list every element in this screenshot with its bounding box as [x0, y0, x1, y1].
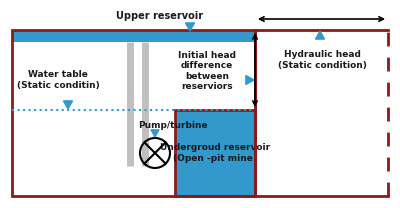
Polygon shape [64, 101, 72, 109]
Bar [12, 30, 255, 196]
Polygon shape [186, 23, 194, 31]
Bar [12, 30, 255, 42]
Text: Hydraulic head
(Static condition): Hydraulic head (Static condition) [278, 50, 366, 70]
Polygon shape [246, 76, 254, 84]
Text: Initial head
difference
between
reserviors: Initial head difference between reservio… [178, 51, 236, 91]
Text: Upper reservoir: Upper reservoir [116, 11, 204, 21]
Polygon shape [316, 31, 324, 39]
Text: Pump/turbine: Pump/turbine [138, 121, 208, 130]
Polygon shape [151, 130, 159, 137]
Text: Water table
(Static conditin): Water table (Static conditin) [17, 70, 99, 90]
Bar [175, 110, 255, 196]
Text: Undergroud reservoir
(Open -pit mine): Undergroud reservoir (Open -pit mine) [160, 143, 270, 163]
